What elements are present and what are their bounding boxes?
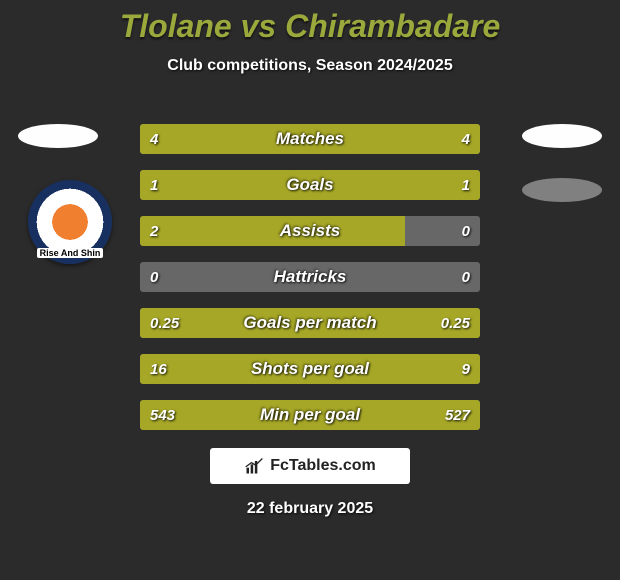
footer-brand-text: FcTables.com xyxy=(270,457,376,475)
bar-right-fill xyxy=(310,170,480,200)
bar-right-fill xyxy=(310,124,480,154)
stat-value-left: 4 xyxy=(150,124,158,154)
stat-row: 20Assists xyxy=(140,216,480,246)
page-title: Tlolane vs Chirambadare xyxy=(0,0,620,45)
footer-logo: FcTables.com xyxy=(210,448,410,484)
stats-bars-container: 44Matches11Goals20Assists00Hattricks0.25… xyxy=(140,124,480,446)
stat-value-right: 0.25 xyxy=(441,308,470,338)
bar-left-fill xyxy=(140,354,354,384)
stat-value-left: 0 xyxy=(150,262,158,292)
bar-left-fill xyxy=(140,170,310,200)
subtitle: Club competitions, Season 2024/2025 xyxy=(0,57,620,75)
stat-value-left: 2 xyxy=(150,216,158,246)
stat-row: 11Goals xyxy=(140,170,480,200)
bar-background xyxy=(140,262,480,292)
stat-row: 169Shots per goal xyxy=(140,354,480,384)
date-text: 22 february 2025 xyxy=(0,500,620,518)
badge-bottom-right-ellipse xyxy=(522,178,602,202)
chart-icon xyxy=(244,456,264,476)
bar-left-fill xyxy=(140,216,405,246)
badge-top-right-ellipse xyxy=(522,124,602,148)
club-badge-text: Rise And Shin xyxy=(37,248,104,258)
stat-value-left: 0.25 xyxy=(150,308,179,338)
stat-value-right: 0 xyxy=(462,216,470,246)
badge-top-left-ellipse xyxy=(18,124,98,148)
stat-value-left: 1 xyxy=(150,170,158,200)
club-badge: Rise And Shin xyxy=(28,180,112,264)
stat-value-right: 0 xyxy=(462,262,470,292)
stat-row: 0.250.25Goals per match xyxy=(140,308,480,338)
stat-value-left: 16 xyxy=(150,354,167,384)
stat-row: 44Matches xyxy=(140,124,480,154)
stat-value-left: 543 xyxy=(150,400,175,430)
stat-value-right: 9 xyxy=(462,354,470,384)
stat-value-right: 4 xyxy=(462,124,470,154)
stat-value-right: 527 xyxy=(445,400,470,430)
stat-row: 543527Min per goal xyxy=(140,400,480,430)
stat-row: 00Hattricks xyxy=(140,262,480,292)
stat-value-right: 1 xyxy=(462,170,470,200)
bar-left-fill xyxy=(140,124,310,154)
